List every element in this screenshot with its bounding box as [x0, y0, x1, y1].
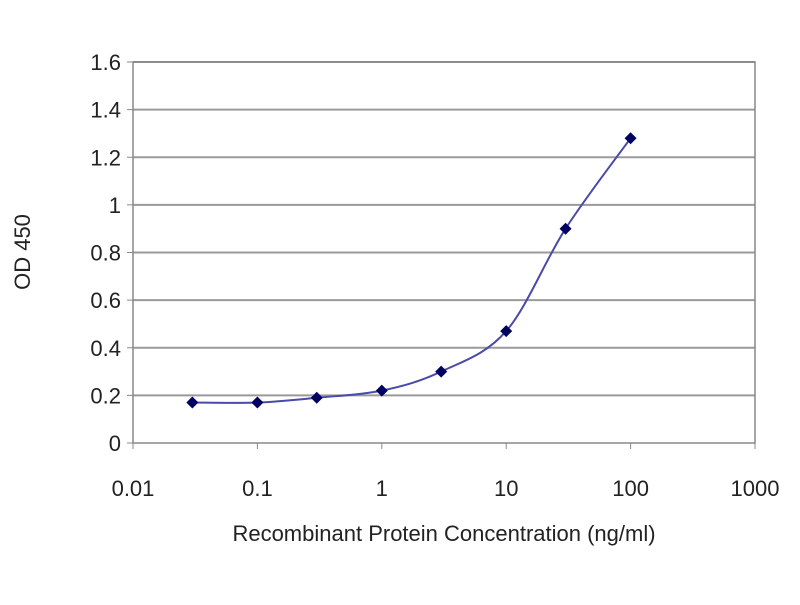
gridlines — [133, 61, 755, 397]
y-tick-label: 1 — [109, 193, 121, 218]
y-tick-label: 0.6 — [90, 288, 121, 313]
data-point — [251, 396, 264, 409]
data-point — [310, 391, 323, 404]
x-axis: 0.01 0.1 1 10 100 1000 — [112, 443, 780, 501]
data-point — [500, 325, 513, 338]
y-tick-label: 1.6 — [90, 50, 121, 75]
data-point — [375, 384, 388, 397]
data-point — [186, 396, 199, 409]
data-point — [624, 132, 637, 145]
y-tick-label: 0 — [109, 431, 121, 456]
y-tick-label: 0.2 — [90, 383, 121, 408]
y-tick-label: 1.2 — [90, 145, 121, 170]
data-point — [559, 222, 572, 235]
x-tick-label: 0.1 — [242, 476, 273, 501]
x-tick-label: 1 — [376, 476, 388, 501]
y-tick-label: 1.4 — [90, 98, 121, 123]
series-line — [192, 137, 632, 404]
series — [186, 132, 637, 409]
x-tick-label: 0.01 — [112, 476, 155, 501]
y-tick-label: 0.4 — [90, 336, 121, 361]
x-tick-label: 10 — [494, 476, 518, 501]
x-tick-label: 100 — [612, 476, 649, 501]
y-axis: 0 0.2 0.4 0.6 0.8 1 1.2 1.4 1.6 — [90, 50, 133, 456]
x-axis-label: Recombinant Protein Concentration (ng/ml… — [232, 521, 655, 546]
y-tick-label: 0.8 — [90, 241, 121, 266]
y-axis-label: OD 450 — [10, 214, 35, 290]
x-tick-label: 1000 — [731, 476, 780, 501]
data-point — [435, 365, 448, 378]
